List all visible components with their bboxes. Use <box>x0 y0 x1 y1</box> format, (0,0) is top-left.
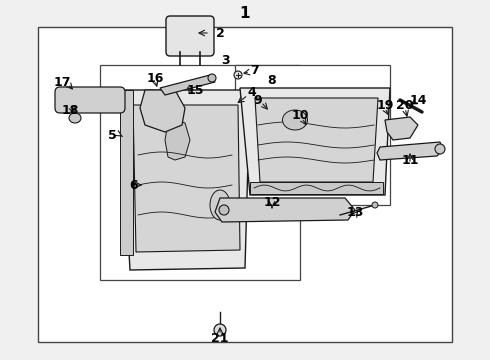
Text: 8: 8 <box>268 73 276 86</box>
Polygon shape <box>385 117 418 140</box>
Text: 9: 9 <box>254 94 262 107</box>
Text: 11: 11 <box>401 153 419 166</box>
Text: 2: 2 <box>216 27 224 40</box>
Circle shape <box>208 74 216 82</box>
FancyBboxPatch shape <box>55 87 125 113</box>
Polygon shape <box>165 120 190 160</box>
Ellipse shape <box>210 190 230 220</box>
Polygon shape <box>120 90 133 255</box>
Bar <box>100 65 300 280</box>
Polygon shape <box>140 90 185 132</box>
Polygon shape <box>255 98 378 182</box>
Text: 10: 10 <box>291 108 309 122</box>
Text: 3: 3 <box>220 54 229 67</box>
Polygon shape <box>215 198 355 222</box>
Text: 20: 20 <box>396 99 414 112</box>
Text: 21: 21 <box>211 332 229 345</box>
Circle shape <box>372 202 378 208</box>
Polygon shape <box>160 75 215 95</box>
Text: 4: 4 <box>247 86 256 99</box>
Text: 17: 17 <box>53 76 71 89</box>
Circle shape <box>219 205 229 215</box>
Text: 15: 15 <box>186 84 204 96</box>
Bar <box>38 27 452 342</box>
Bar <box>235 65 390 205</box>
Text: 5: 5 <box>108 129 117 141</box>
Polygon shape <box>133 105 240 252</box>
Text: 13: 13 <box>346 206 364 219</box>
Ellipse shape <box>69 113 81 123</box>
Text: 7: 7 <box>249 63 258 77</box>
Text: 19: 19 <box>376 99 393 112</box>
Text: 14: 14 <box>409 94 427 107</box>
Polygon shape <box>120 90 250 270</box>
Polygon shape <box>240 88 390 195</box>
Circle shape <box>234 71 242 79</box>
Text: 12: 12 <box>263 195 281 208</box>
Ellipse shape <box>283 110 308 130</box>
Polygon shape <box>377 142 443 160</box>
Text: 1: 1 <box>240 5 250 21</box>
Text: 6: 6 <box>130 179 138 192</box>
Polygon shape <box>250 182 383 194</box>
Circle shape <box>214 324 226 336</box>
Text: 18: 18 <box>61 104 79 117</box>
Text: 16: 16 <box>147 72 164 85</box>
FancyBboxPatch shape <box>166 16 214 56</box>
Circle shape <box>435 144 445 154</box>
